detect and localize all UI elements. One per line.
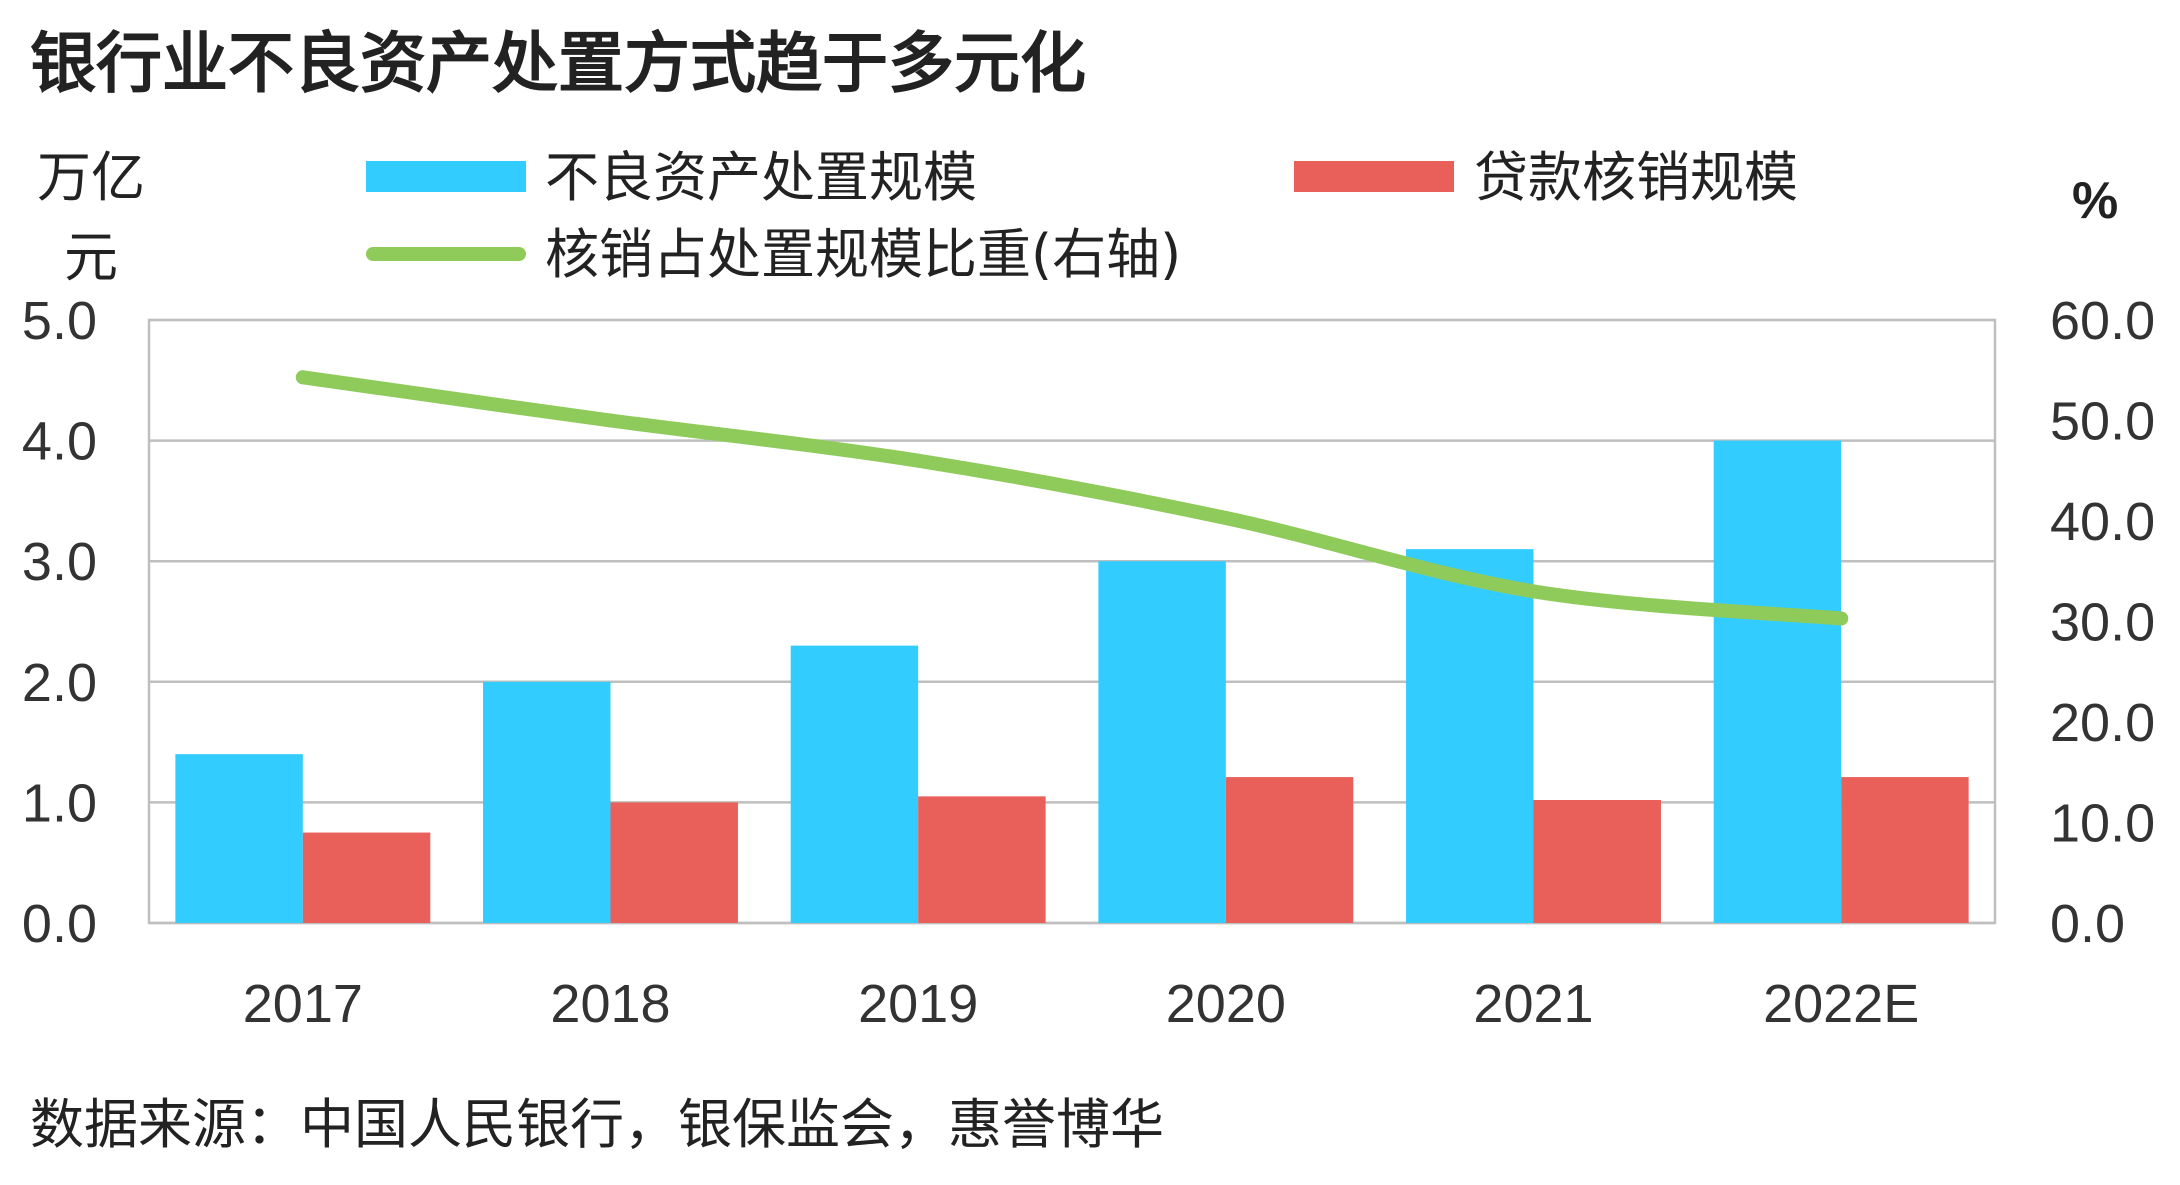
right-axis-tick-label: 20.0	[2050, 693, 2155, 753]
legend-item-write-off-share: 核销占处置规模比重(右轴)	[366, 223, 1181, 286]
bar-npl-disposal-2018	[483, 681, 611, 923]
bar-npl-disposal-2021	[1406, 549, 1534, 923]
right-axis-tick-label: 40.0	[2050, 492, 2155, 552]
line-series	[295, 370, 1849, 626]
legend-swatch-loan-write-off	[1294, 161, 1454, 192]
gridlines	[147, 318, 1997, 925]
right-axis-tick-label: 30.0	[2050, 593, 2155, 653]
left-axis-tick-label: 2.0	[22, 653, 97, 713]
left-axis-tick-label: 3.0	[22, 532, 97, 592]
right-axis-tick-label: 60.0	[2050, 291, 2155, 351]
bar-loan-write-off-2019	[918, 796, 1046, 923]
source-note: 数据来源：中国人民银行，银保监会，惠誉博华	[30, 1093, 1164, 1156]
point-write-off-share-2020	[1218, 510, 1233, 525]
left-axis-tick-label: 4.0	[22, 412, 97, 472]
left-axis-tick-label: 5.0	[22, 291, 97, 351]
right-axis-tick-label: 50.0	[2050, 392, 2155, 452]
x-axis-tick-label: 2017	[243, 974, 363, 1034]
legend-item-loan-write-off: 贷款核销规模	[1294, 146, 1798, 209]
bar-loan-write-off-2021	[1533, 799, 1661, 923]
x-axis-tick-label: 2022E	[1763, 974, 1919, 1034]
legend-swatch-npl-disposal	[366, 161, 526, 192]
point-write-off-share-2021	[1526, 584, 1541, 599]
x-axis-tick-label: 2018	[550, 974, 670, 1034]
bar-loan-write-off-2018	[610, 802, 738, 923]
bars	[175, 440, 1969, 923]
bar-npl-disposal-2020	[1098, 561, 1226, 923]
x-axis-tick-label: 2020	[1166, 974, 1286, 1034]
left-axis-tick-label: 0.0	[22, 894, 97, 954]
right-axis-tick-label: 0.0	[2050, 894, 2125, 954]
point-write-off-share-2018	[603, 413, 618, 428]
left-axis-tick-label: 1.0	[22, 773, 97, 833]
bar-loan-write-off-2020	[1225, 777, 1354, 923]
legend-label-write-off-share: 核销占处置规模比重(右轴)	[545, 223, 1181, 286]
legend-item-npl-disposal: 不良资产处置规模	[366, 146, 977, 209]
legend-label-loan-write-off: 贷款核销规模	[1474, 146, 1798, 209]
point-write-off-share-2022E	[1834, 611, 1849, 626]
right-axis-unit: %	[2072, 172, 2118, 230]
bar-loan-write-off-2022E	[1841, 777, 1969, 923]
left-axis-unit: 万亿元	[37, 146, 145, 289]
right-axis-tick-label: 10.0	[2050, 794, 2155, 854]
line-write-off-share	[295, 370, 1849, 626]
point-write-off-share-2019	[911, 453, 926, 468]
axis-labels: 0.0 1.0 2.0 3.0 4.0 5.0 0.0 10.0 20.0 30.0 40.0 50.…	[22, 291, 2155, 1034]
x-axis-tick-label: 2021	[1473, 974, 1593, 1034]
bar-npl-disposal-2019	[790, 645, 919, 923]
legend-label-npl-disposal: 不良资产处置规模	[545, 146, 977, 209]
legend: 不良资产处置规模 贷款核销规模 核销占处置规模比重(右轴)	[366, 146, 1798, 286]
bar-npl-disposal-2022E	[1713, 440, 1842, 923]
bar-loan-write-off-2017	[302, 832, 431, 923]
x-axis-tick-label: 2019	[858, 974, 978, 1034]
chart-title: 银行业不良资产处置方式趋于多元化	[30, 25, 1086, 102]
bar-npl-disposal-2017	[175, 754, 303, 923]
point-write-off-share-2017	[295, 370, 310, 385]
